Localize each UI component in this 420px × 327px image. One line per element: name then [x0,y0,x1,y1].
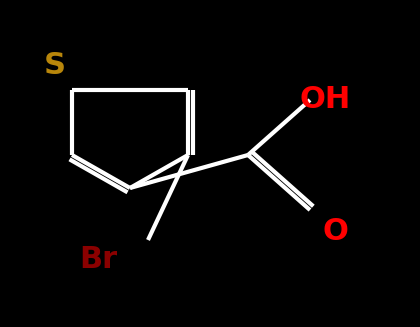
Text: OH: OH [299,85,351,114]
Text: S: S [44,50,66,79]
Text: Br: Br [79,246,117,274]
Text: O: O [322,217,348,247]
